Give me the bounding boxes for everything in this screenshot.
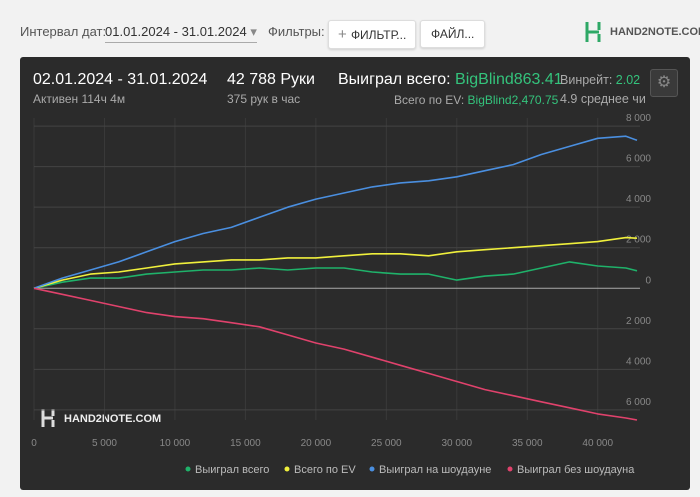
filter-button[interactable]: + ФИЛЬТР... [328,20,417,49]
date-range-text: 01.01.2024 - 31.01.2024 [105,24,247,39]
legend-label: Всего по EV [294,464,356,476]
x-tick-label: 5 000 [92,438,117,449]
won-total: Выиграл всего: BigBlind863.41 [338,71,563,89]
won-value: BigBlind863.41 [455,71,563,88]
logo-icon [585,22,601,42]
y-tick-label: 6 000 [626,397,651,408]
series-line [33,135,638,290]
settings-button[interactable]: ⚙ [650,69,678,97]
y-tick-label: 2 000 [626,316,651,327]
logo-text: HAND2NOTE.COM [610,26,700,38]
y-tick-label: 4 000 [626,356,651,367]
filter-text: ФИЛЬТР... [350,28,407,42]
file-text: ФАЙЛ... [431,27,475,41]
average: 4.9 среднее чи [560,92,646,106]
winrate-label: Винрейт: [560,73,613,87]
stats-panel: 02.01.2024 - 31.01.2024 Активен 114ч 4м … [20,57,690,490]
watermark-text: HAND2NOTE.COM [64,413,161,425]
y-tick-label: 2 000 [626,235,651,246]
legend-marker [507,466,513,472]
legend-marker [369,466,375,472]
y-tick-label: 4 000 [626,194,651,205]
legend-item: Выиграл без шоудауна [507,464,635,476]
legend-item: Выиграл всего [185,464,269,476]
watermark: HAND2NOTE.COM [41,409,161,427]
legend-label: Выиграл на шоудауне [379,464,491,476]
x-tick-label: 0 [31,438,37,449]
ev-label: Всего по EV: [394,93,465,107]
y-tick-label: 0 [645,275,651,286]
x-tick-label: 15 000 [230,438,261,449]
winrate: Винрейт: 2.02 [560,73,640,87]
series-line [33,261,638,290]
active-time: Активен 114ч 4м [33,92,126,106]
ev-value: BigBlind2,470.75 [467,93,559,107]
file-button[interactable]: ФАЙЛ... [420,20,486,48]
ev-total: Всего по EV: BigBlind2,470.75 [394,93,558,107]
won-label: Выиграл всего: [338,71,451,88]
legend-marker [185,466,191,472]
x-tick-label: 20 000 [301,438,332,449]
hands-per-hour: 375 рук в час [227,92,301,106]
plus-icon: + [338,26,351,43]
legend-label: Выиграл без шоудауна [517,464,635,476]
hands: 42 788 Руки [227,71,315,88]
series-line [33,287,638,421]
dropdown-arrow: ▾ [250,24,257,39]
filters-label: Фильтры: [268,24,325,39]
y-tick-label: 8 000 [626,113,651,124]
winrate-value: 2.02 [615,73,641,87]
date-range[interactable]: 01.01.2024 - 31.01.2024 ▾ [105,24,257,43]
y-tick-label: 6 000 [626,154,651,165]
date-label: Интервал дат: [20,24,107,39]
x-tick-label: 10 000 [160,438,191,449]
series-line [33,236,638,290]
x-tick-label: 30 000 [441,438,472,449]
x-tick-label: 25 000 [371,438,402,449]
x-tick-label: 35 000 [512,438,543,449]
legend-label: Выиграл всего [195,464,269,476]
period: 02.01.2024 - 31.01.2024 [33,71,208,88]
x-tick-label: 40 000 [582,438,613,449]
legend-item: Всего по EV [284,464,356,476]
chart: HAND2NOTE.COM 0 5 000 10 000 15 000 20 000 25… [31,113,651,476]
legend-marker [284,466,290,472]
legend-item: Выиграл на шоудауне [369,464,491,476]
